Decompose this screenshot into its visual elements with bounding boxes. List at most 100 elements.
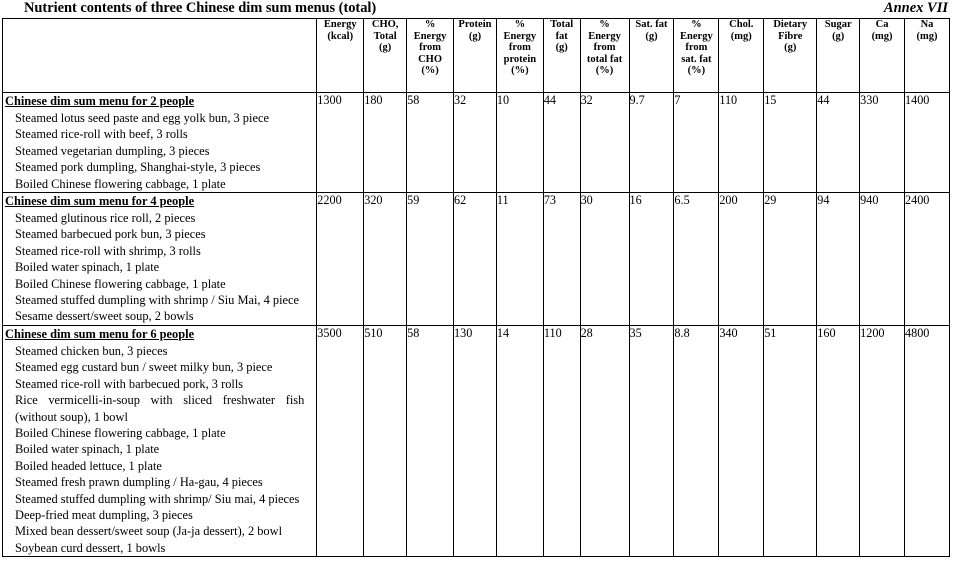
cell-sat-fat: 35 bbox=[628, 324, 675, 558]
table-header: Energy (kcal) CHO, Total (g) % Energy fr… bbox=[1, 18, 950, 93]
header-line: fat bbox=[555, 30, 568, 42]
cell-chol: 110 bbox=[718, 91, 765, 194]
cell-protein: 32 bbox=[453, 91, 497, 194]
header-line: (g) bbox=[468, 30, 482, 42]
cell-cho-total: 180 bbox=[363, 91, 408, 194]
header-line: from bbox=[508, 42, 531, 54]
header-line: Sat. fat bbox=[635, 19, 668, 30]
header-cell-sat-fat: Sat. fat (g) bbox=[628, 18, 675, 93]
list-item: Mixed bean dessert/sweet soup (Ja-ja des… bbox=[15, 524, 283, 539]
cell-energy: 1300 bbox=[316, 91, 365, 194]
cell-ca: 1200 bbox=[859, 324, 906, 558]
header-line: protein bbox=[503, 53, 537, 65]
cell-ca: 940 bbox=[859, 192, 906, 326]
header-cell-pct-energy-sat-fat: % Energy from sat. fat (%) bbox=[673, 18, 720, 93]
list-item: Steamed lotus seed paste and egg yolk bu… bbox=[15, 111, 269, 125]
header-line: (g) bbox=[645, 30, 658, 42]
menu-heading: Chinese dim sum menu for 2 people bbox=[5, 94, 195, 108]
list-item: Boiled Chinese flowering cabbage, 1 plat… bbox=[15, 425, 226, 440]
cell-energy: 2200 bbox=[316, 192, 365, 326]
cell-chol: 340 bbox=[718, 324, 765, 558]
cell-sat-fat: 9.7 bbox=[628, 91, 675, 194]
cell-pct-fat: 32 bbox=[579, 91, 630, 194]
header-line: Chol. bbox=[729, 19, 754, 30]
header-line: (g) bbox=[832, 30, 845, 42]
header-cell-pct-energy-protein: % Energy from protein (%) bbox=[495, 18, 544, 93]
header-line: Na bbox=[920, 19, 934, 30]
header-line: CHO, bbox=[371, 19, 399, 30]
header-row: Energy (kcal) CHO, Total (g) % Energy fr… bbox=[1, 18, 950, 93]
header-line: Energy bbox=[413, 30, 447, 42]
title-row: Nutrient contents of three Chinese dim s… bbox=[0, 0, 954, 18]
cell-pct-cho: 59 bbox=[406, 192, 455, 326]
header-line: Ca bbox=[875, 19, 889, 30]
cell-sugar: 94 bbox=[816, 192, 861, 326]
cell-total-fat: 110 bbox=[542, 324, 581, 558]
list-item: Soybean curd dessert, 1 bowls bbox=[15, 540, 166, 555]
header-line: total fat bbox=[586, 53, 623, 65]
menu-item-list: Steamed lotus seed paste and egg yolk bu… bbox=[3, 110, 316, 192]
header-line: (mg) bbox=[916, 30, 938, 42]
header-line: (%) bbox=[595, 65, 614, 77]
header-line: from bbox=[419, 42, 442, 54]
header-cell-dietary-fibre: Dietary Fibre (g) bbox=[763, 18, 818, 93]
header-line: Energy bbox=[503, 30, 537, 42]
cell-energy: 3500 bbox=[316, 324, 365, 558]
menu-cell: Chinese dim sum menu for 6 people Steame… bbox=[1, 324, 318, 558]
header-line: (%) bbox=[687, 65, 706, 77]
header-line: (kcal) bbox=[327, 30, 354, 42]
cell-pct-cho: 58 bbox=[406, 91, 455, 194]
menu-cell: Chinese dim sum menu for 2 people Steame… bbox=[1, 91, 318, 194]
cell-pct-cho: 58 bbox=[406, 324, 455, 558]
header-line: % bbox=[691, 19, 702, 30]
cell-pct-fat: 30 bbox=[579, 192, 630, 326]
page-title: Nutrient contents of three Chinese dim s… bbox=[24, 0, 377, 16]
cell-na: 2400 bbox=[904, 192, 950, 326]
cell-pct-protein: 11 bbox=[495, 192, 544, 326]
cell-sugar: 44 bbox=[816, 91, 861, 194]
list-item: Steamed chicken bun, 3 pieces bbox=[15, 343, 168, 358]
cell-total-fat: 44 bbox=[542, 91, 581, 194]
cell-protein: 130 bbox=[453, 324, 497, 558]
list-item: Deep-fried meat dumpling, 3 pieces bbox=[15, 507, 193, 522]
table-row: Chinese dim sum menu for 6 people Steame… bbox=[1, 324, 950, 558]
cell-fibre: 51 bbox=[763, 324, 818, 558]
header-line: (mg) bbox=[871, 30, 893, 42]
cell-pct-fat: 28 bbox=[579, 324, 630, 558]
header-line: % bbox=[599, 19, 610, 30]
header-line: Fibre bbox=[778, 30, 803, 42]
header-cell-na: Na (mg) bbox=[904, 18, 950, 93]
cell-chol: 200 bbox=[718, 192, 765, 326]
header-cell-pct-energy-cho: % Energy from CHO (%) bbox=[406, 18, 455, 93]
header-line: CHO bbox=[418, 53, 443, 65]
menu-item-list: Steamed chicken bun, 3 pieces Steamed eg… bbox=[3, 343, 316, 556]
nutrient-table: Energy (kcal) CHO, Total (g) % Energy fr… bbox=[1, 18, 950, 558]
cell-na: 4800 bbox=[904, 324, 950, 558]
list-item: Rice vermicelli-in-soup with sliced fres… bbox=[15, 393, 305, 424]
list-item: Boiled water spinach, 1 plate bbox=[15, 260, 160, 275]
menu-cell: Chinese dim sum menu for 4 people Steame… bbox=[1, 192, 318, 326]
cell-pct-protein: 14 bbox=[495, 324, 544, 558]
list-item: Steamed rice-roll with barbecued pork, 3… bbox=[15, 376, 244, 391]
list-item: Boiled Chinese flowering cabbage, 1 plat… bbox=[15, 276, 226, 291]
annex-label: Annex VII bbox=[883, 0, 948, 16]
menu-heading: Chinese dim sum menu for 4 people bbox=[5, 194, 195, 209]
menu-heading: Chinese dim sum menu for 6 people bbox=[5, 326, 195, 341]
list-item: Steamed glutinous rice roll, 2 pieces bbox=[15, 211, 196, 226]
cell-total-fat: 73 bbox=[542, 192, 581, 326]
cell-protein: 62 bbox=[453, 192, 497, 326]
cell-pct-satfat: 7 bbox=[673, 91, 720, 194]
cell-sat-fat: 16 bbox=[628, 192, 675, 326]
header-line: Energy bbox=[680, 30, 713, 42]
header-line: (mg) bbox=[730, 30, 752, 42]
list-item: Steamed vegetarian dumpling, 3 pieces bbox=[15, 143, 210, 158]
header-cell-protein: Protein (g) bbox=[453, 18, 497, 93]
header-line: Sugar bbox=[824, 19, 852, 30]
list-item: Steamed barbecued pork bun, 3 pieces bbox=[15, 227, 206, 242]
table-body: Chinese dim sum menu for 2 people Steame… bbox=[1, 91, 950, 558]
cell-sugar: 160 bbox=[816, 324, 861, 558]
list-item: Steamed egg custard bun / sweet milky bu… bbox=[15, 360, 273, 375]
list-item: Steamed stuffed dumpling with shrimp/ Si… bbox=[15, 491, 300, 506]
header-line: % bbox=[514, 19, 526, 30]
